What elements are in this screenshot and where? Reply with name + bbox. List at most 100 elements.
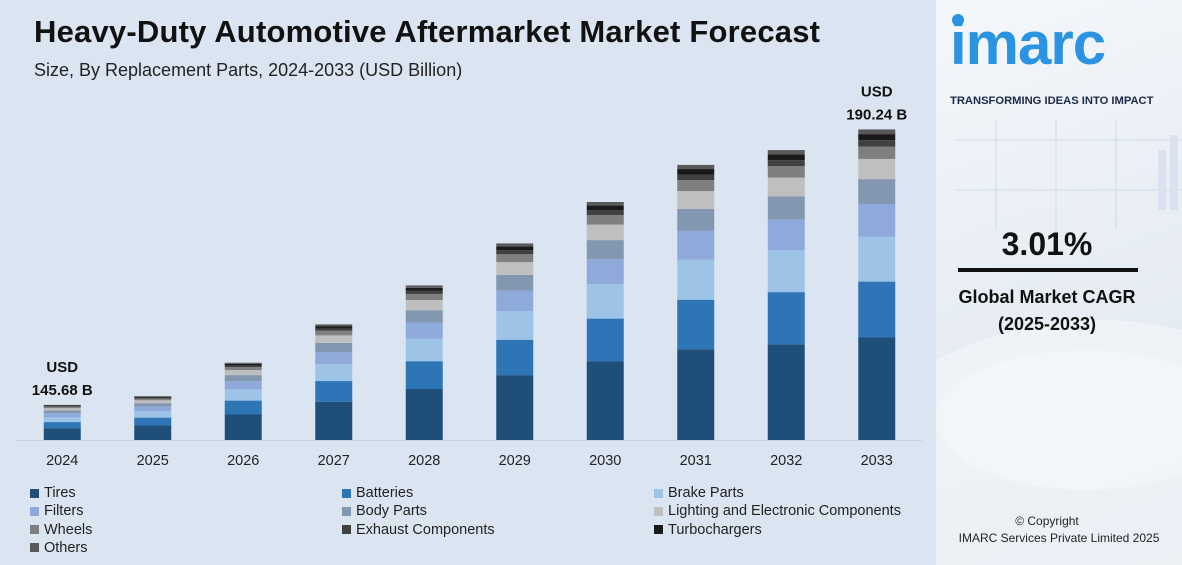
chart-title: Heavy-Duty Automotive Aftermarket Market… bbox=[34, 14, 821, 49]
legend-swatch bbox=[30, 543, 39, 553]
bar-segment-brake-parts-2027 bbox=[315, 364, 353, 382]
legend-item: Filters bbox=[30, 503, 83, 519]
legend-label: Lighting and Electronic Components bbox=[668, 503, 901, 520]
bar-segment-others-2028 bbox=[405, 285, 443, 288]
bar-segment-brake-parts-2028 bbox=[405, 338, 443, 362]
bar-segment-batteries-2031 bbox=[677, 299, 715, 350]
bar-segment-filters-2027 bbox=[315, 352, 353, 365]
bar-segment-tires-2031 bbox=[677, 349, 715, 440]
bar-segment-tires-2030 bbox=[586, 361, 624, 440]
data-label-2024-value: 145.68 B bbox=[32, 382, 93, 399]
x-tick-label: 2027 bbox=[318, 453, 350, 469]
bar-segment-filters-2024 bbox=[43, 413, 81, 417]
bar-segment-body-parts-2028 bbox=[405, 310, 443, 323]
bar-stack-2029 bbox=[496, 243, 534, 440]
legend-item: Wheels bbox=[30, 522, 92, 538]
bar-segment-filters-2025 bbox=[134, 406, 172, 412]
legend-item: Body Parts bbox=[342, 503, 427, 519]
bar-segment-batteries-2028 bbox=[405, 361, 443, 389]
bar-segment-tires-2024 bbox=[43, 428, 81, 440]
bar-segment-batteries-2025 bbox=[134, 417, 172, 426]
bar-segment-exhaust-components-2029 bbox=[496, 250, 534, 255]
bar-segment-body-parts-2025 bbox=[134, 403, 172, 407]
bar-segment-exhaust-components-2024 bbox=[43, 406, 81, 407]
legend-item: Exhaust Components bbox=[342, 522, 495, 538]
bar-segment-others-2032 bbox=[767, 150, 805, 155]
logo-dot bbox=[952, 14, 964, 26]
bar-segment-turbochargers-2032 bbox=[767, 154, 805, 161]
bar-segment-others-2024 bbox=[43, 404, 81, 406]
bar-segment-brake-parts-2026 bbox=[224, 389, 262, 401]
bar-segment-body-parts-2032 bbox=[767, 196, 805, 220]
legend-swatch bbox=[342, 525, 351, 535]
chart-panel: Heavy-Duty Automotive Aftermarket Market… bbox=[0, 0, 936, 565]
cagr-label: Global Market CAGR bbox=[958, 287, 1136, 307]
bar-segment-others-2025 bbox=[134, 396, 172, 397]
bar-segment-turbochargers-2027 bbox=[315, 326, 353, 329]
bar-segment-brake-parts-2032 bbox=[767, 250, 805, 293]
bar-segment-wheels-2026 bbox=[224, 366, 262, 371]
x-tick-label: 2029 bbox=[499, 453, 531, 469]
bar-segment-wheels-2031 bbox=[677, 180, 715, 192]
data-label-2024-currency: USD bbox=[46, 359, 78, 376]
legend-label: Body Parts bbox=[356, 503, 427, 520]
bar-segment-turbochargers-2028 bbox=[405, 287, 443, 291]
x-tick-label: 2026 bbox=[227, 453, 259, 469]
bar-segment-filters-2030 bbox=[586, 259, 624, 285]
x-tick-label: 2030 bbox=[589, 453, 621, 469]
bar-segment-wheels-2024 bbox=[43, 406, 81, 409]
bar-segment-lighting-and-electronic-components-2032 bbox=[767, 177, 805, 197]
bar-segment-turbochargers-2033 bbox=[858, 134, 896, 141]
legend-label: Brake Parts bbox=[668, 485, 744, 501]
bar-segment-brake-parts-2024 bbox=[43, 417, 81, 423]
bar-segment-filters-2026 bbox=[224, 381, 262, 390]
bar-segment-batteries-2026 bbox=[224, 400, 262, 415]
bar-segment-body-parts-2027 bbox=[315, 342, 353, 353]
bar-segment-wheels-2025 bbox=[134, 398, 172, 401]
cagr-divider bbox=[958, 268, 1138, 272]
x-tick-label: 2024 bbox=[46, 453, 78, 469]
bar-segment-brake-parts-2033 bbox=[858, 236, 896, 282]
cagr-period: (2025-2033) bbox=[997, 314, 1097, 334]
bar-segment-turbochargers-2029 bbox=[496, 246, 534, 251]
background-graph-decoration bbox=[936, 120, 1182, 565]
bar-stack-2026 bbox=[224, 362, 262, 440]
cagr-value: 3.01% bbox=[1001, 226, 1093, 262]
copyright-owner: IMARC Services Private Limited 2025 bbox=[958, 531, 1160, 545]
bar-segment-turbochargers-2031 bbox=[677, 169, 715, 175]
bar-segment-exhaust-components-2031 bbox=[677, 174, 715, 181]
bar-segment-filters-2028 bbox=[405, 322, 443, 339]
bar-segment-lighting-and-electronic-components-2030 bbox=[586, 224, 624, 241]
bar-segment-filters-2033 bbox=[858, 203, 896, 237]
legend-swatch bbox=[30, 525, 39, 535]
bar-segment-tires-2028 bbox=[405, 389, 443, 440]
bar-segment-exhaust-components-2027 bbox=[315, 328, 353, 331]
legend-swatch bbox=[654, 506, 663, 516]
bar-stack-2025 bbox=[134, 396, 172, 440]
bar-segment-others-2030 bbox=[586, 202, 624, 206]
legend-label: Tires bbox=[44, 485, 76, 501]
bar-segment-body-parts-2031 bbox=[677, 208, 715, 231]
bar-segment-exhaust-components-2033 bbox=[858, 140, 896, 147]
bar-segment-lighting-and-electronic-components-2028 bbox=[405, 300, 443, 311]
bar-segment-wheels-2028 bbox=[405, 293, 443, 301]
bar-segment-lighting-and-electronic-components-2026 bbox=[224, 370, 262, 376]
bar-segment-brake-parts-2031 bbox=[677, 259, 715, 300]
bar-segment-body-parts-2024 bbox=[43, 410, 81, 414]
legend-label: Filters bbox=[44, 503, 84, 520]
legend-item: Others bbox=[30, 540, 88, 556]
bar-stack-2030 bbox=[586, 202, 624, 440]
bar-segment-others-2026 bbox=[224, 362, 262, 364]
bar-stack-2032 bbox=[767, 150, 805, 440]
legend-swatch bbox=[30, 506, 39, 516]
x-tick-label: 2031 bbox=[680, 453, 712, 469]
bar-stack-2033 bbox=[858, 129, 896, 440]
bar-segment-exhaust-components-2025 bbox=[134, 397, 172, 399]
legend-label: Exhaust Components bbox=[356, 521, 495, 538]
chart-legend: Tires Batteries Brake Parts Filters Body Par… bbox=[30, 485, 930, 561]
legend-item: Brake Parts bbox=[654, 485, 744, 501]
x-tick-label: 2033 bbox=[861, 453, 893, 469]
bar-segment-filters-2031 bbox=[677, 230, 715, 260]
bar-segment-exhaust-components-2028 bbox=[405, 290, 443, 294]
bar-segment-batteries-2024 bbox=[43, 422, 81, 429]
